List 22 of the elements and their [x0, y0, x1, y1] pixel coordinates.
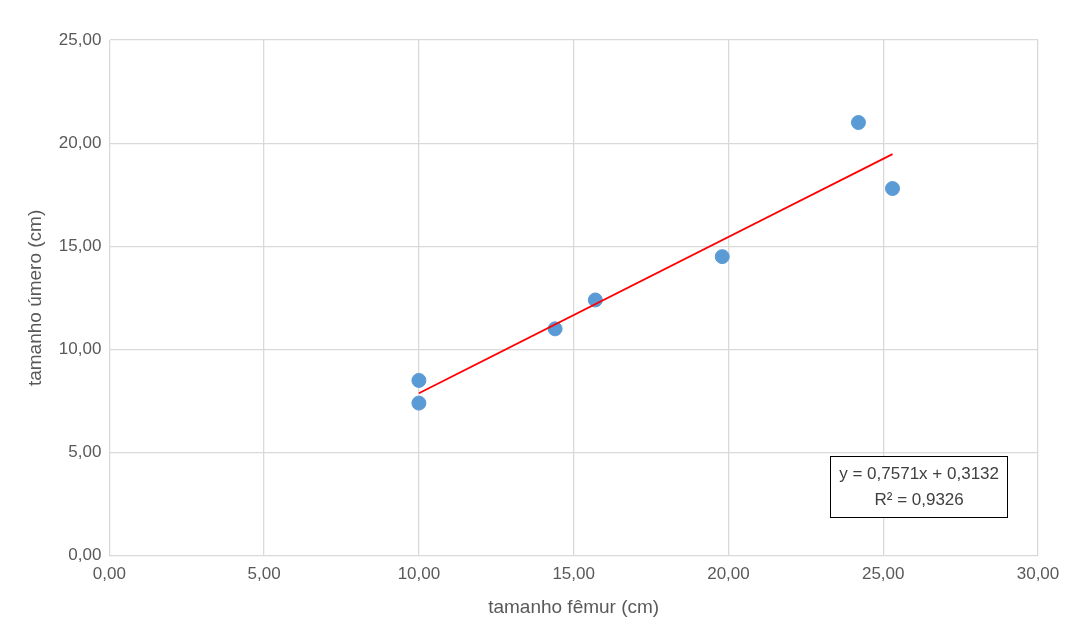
y-tick-label: 0,00 — [68, 545, 102, 565]
y-tick-label: 5,00 — [68, 442, 102, 462]
point — [411, 395, 427, 411]
point — [714, 249, 730, 265]
y-tick-label: 10,00 — [58, 339, 102, 359]
annotation: y = 0,7571x + 0,3132 — [839, 462, 999, 485]
point — [885, 181, 901, 197]
x-tick-label: 15,00 — [552, 563, 595, 583]
x-tick-label: 10,00 — [397, 563, 441, 583]
x-tick-label: 30,00 — [1016, 563, 1060, 583]
x-axis-title: tamanho fêmur (cm) — [488, 595, 660, 617]
y-tick-label: 25,00 — [58, 29, 102, 49]
x-tick-label: 5,00 — [247, 563, 281, 583]
point — [411, 372, 427, 388]
x-tick-label: 25,00 — [861, 563, 905, 583]
y-tick-label: 20,00 — [58, 132, 102, 152]
annotation: R² = 0,9326 — [873, 488, 965, 511]
y-tick-label: 15,00 — [58, 236, 102, 256]
x-tick-label: 0,00 — [92, 563, 126, 583]
point — [850, 115, 866, 131]
y-axis-title: tamanho úmero (cm) — [23, 209, 45, 387]
x-tick-label: 20,00 — [707, 563, 750, 583]
